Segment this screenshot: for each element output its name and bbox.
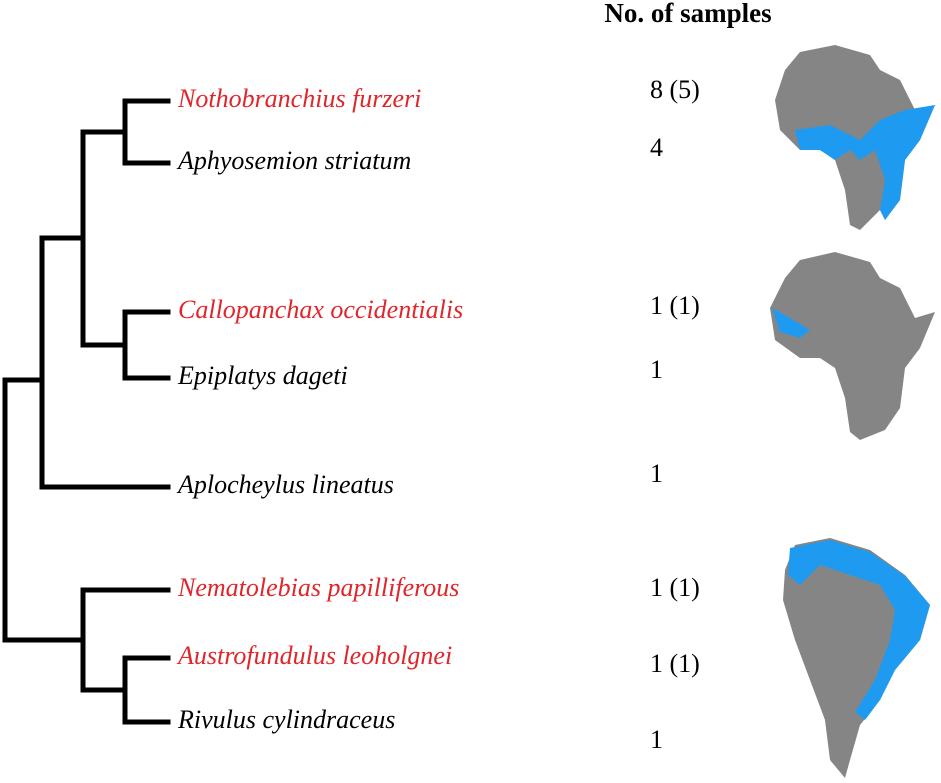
taxon-name: Aphyosemion striatum: [176, 146, 411, 175]
map-africa-1: [775, 45, 935, 230]
sample-count: 1: [650, 459, 663, 488]
phylogeny: [2, 98, 171, 725]
sample-count: 4: [650, 133, 663, 162]
map-africa-2: [770, 252, 935, 440]
taxon-name: Austrofundulus leoholgnei: [176, 641, 452, 670]
sample-count: 1: [650, 355, 663, 384]
taxon-name: Nematolebias papilliferous: [177, 573, 459, 602]
sample-count: 8 (5): [650, 75, 700, 104]
map-south-america: [783, 538, 930, 778]
sample-count: 1 (1): [650, 573, 700, 602]
sample-count: 1 (1): [650, 649, 700, 678]
taxon-name: Epiplatys dageti: [177, 361, 348, 390]
sample-count: 1: [650, 725, 663, 754]
column-title: No. of samples: [604, 0, 771, 28]
taxon-name: Callopanchax occidentialis: [178, 295, 463, 324]
taxon-name: Aplocheylus lineatus: [176, 470, 394, 499]
taxon-name: Nothobranchius furzeri: [177, 84, 421, 113]
taxon-name: Rivulus cylindraceus: [177, 705, 395, 734]
sample-count: 1 (1): [650, 291, 700, 320]
